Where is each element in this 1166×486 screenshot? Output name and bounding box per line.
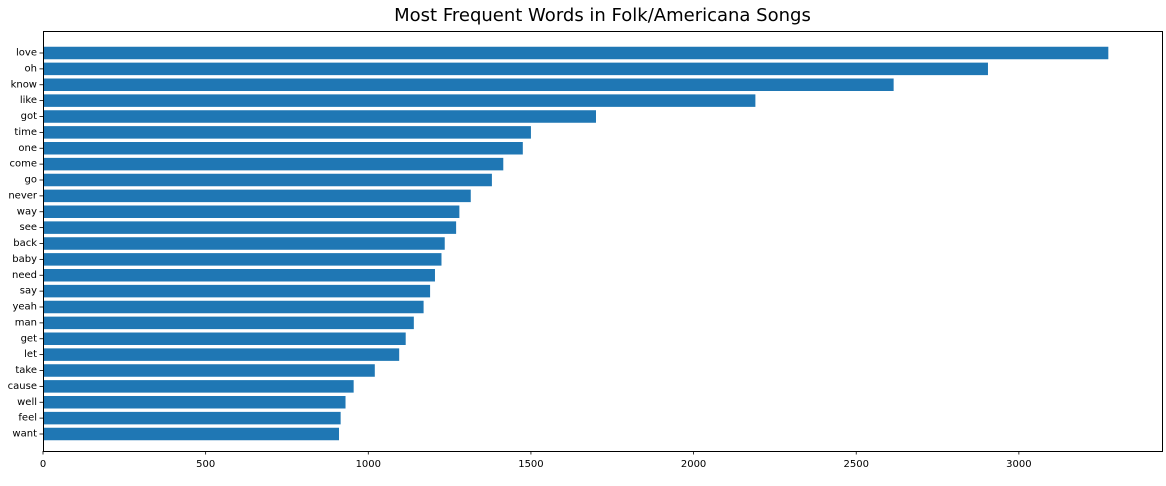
y-tick-label-oh: oh bbox=[25, 63, 37, 74]
bar-come bbox=[43, 157, 504, 171]
bar-cause bbox=[43, 380, 354, 393]
y-tick-label-back: back bbox=[13, 238, 37, 249]
bar-love bbox=[43, 46, 1109, 60]
y-tick-label-see: see bbox=[19, 222, 37, 233]
bar-time bbox=[43, 126, 531, 139]
x-tick-label-2000: 2000 bbox=[681, 459, 706, 470]
bar-got bbox=[43, 110, 596, 123]
bar-baby bbox=[43, 253, 442, 266]
y-tick-label-yeah: yeah bbox=[12, 302, 37, 313]
bar-want bbox=[43, 427, 340, 441]
bar-one bbox=[43, 142, 523, 155]
bar-man bbox=[43, 316, 414, 330]
bar-back bbox=[43, 237, 445, 250]
y-tick-label-got: got bbox=[21, 111, 37, 122]
bar-oh bbox=[43, 62, 988, 76]
y-tick-label-go: go bbox=[25, 175, 37, 186]
bar-yeah bbox=[43, 300, 424, 314]
y-tick-label-cause: cause bbox=[8, 381, 37, 392]
bar-need bbox=[43, 269, 435, 282]
y-tick-label-time: time bbox=[14, 127, 37, 138]
y-tick-label-know: know bbox=[11, 79, 37, 90]
y-tick-label-need: need bbox=[12, 270, 37, 281]
bar-say bbox=[43, 284, 431, 298]
y-tick-label-say: say bbox=[20, 286, 37, 297]
y-tick-label-come: come bbox=[9, 159, 37, 170]
bar-like bbox=[43, 94, 756, 107]
x-tick-label-3000: 3000 bbox=[1006, 459, 1031, 470]
bar-take bbox=[43, 364, 375, 377]
y-tick-label-one: one bbox=[18, 143, 37, 154]
y-tick-label-like: like bbox=[20, 95, 37, 106]
y-tick-label-take: take bbox=[15, 365, 37, 376]
y-tick-label-get: get bbox=[21, 333, 38, 344]
bar-go bbox=[43, 173, 492, 187]
y-tick-label-man: man bbox=[15, 317, 37, 328]
y-tick-label-want: want bbox=[12, 429, 37, 440]
x-tick-label-500: 500 bbox=[196, 459, 215, 470]
bar-never bbox=[43, 189, 471, 203]
x-axis-ticks: 0 500 1000 1500 2000 2500 3000 bbox=[40, 451, 1032, 470]
x-tick-label-0: 0 bbox=[40, 459, 46, 470]
bar-see bbox=[43, 221, 457, 234]
y-tick-label-well: well bbox=[17, 397, 37, 408]
bar-feel bbox=[43, 411, 341, 425]
bar-way bbox=[43, 205, 460, 218]
bar-get bbox=[43, 332, 406, 345]
x-tick-label-2500: 2500 bbox=[844, 459, 869, 470]
y-axis-ticks: love oh know like got time one come go never way se… bbox=[8, 48, 43, 440]
x-tick-label-1000: 1000 bbox=[356, 459, 381, 470]
x-tick-label-1500: 1500 bbox=[518, 459, 543, 470]
y-tick-label-feel: feel bbox=[18, 413, 37, 424]
y-tick-label-baby: baby bbox=[12, 254, 37, 265]
y-tick-label-way: way bbox=[17, 206, 37, 217]
bar-well bbox=[43, 396, 346, 409]
y-tick-label-love: love bbox=[16, 48, 37, 59]
bars-group bbox=[43, 46, 1109, 441]
chart-title: Most Frequent Words in Folk/Americana So… bbox=[394, 5, 811, 26]
bar-let bbox=[43, 348, 400, 361]
plot-frame bbox=[43, 31, 1163, 452]
y-tick-label-let: let bbox=[24, 349, 37, 360]
bar-know bbox=[43, 78, 894, 91]
y-tick-label-never: never bbox=[8, 190, 38, 201]
